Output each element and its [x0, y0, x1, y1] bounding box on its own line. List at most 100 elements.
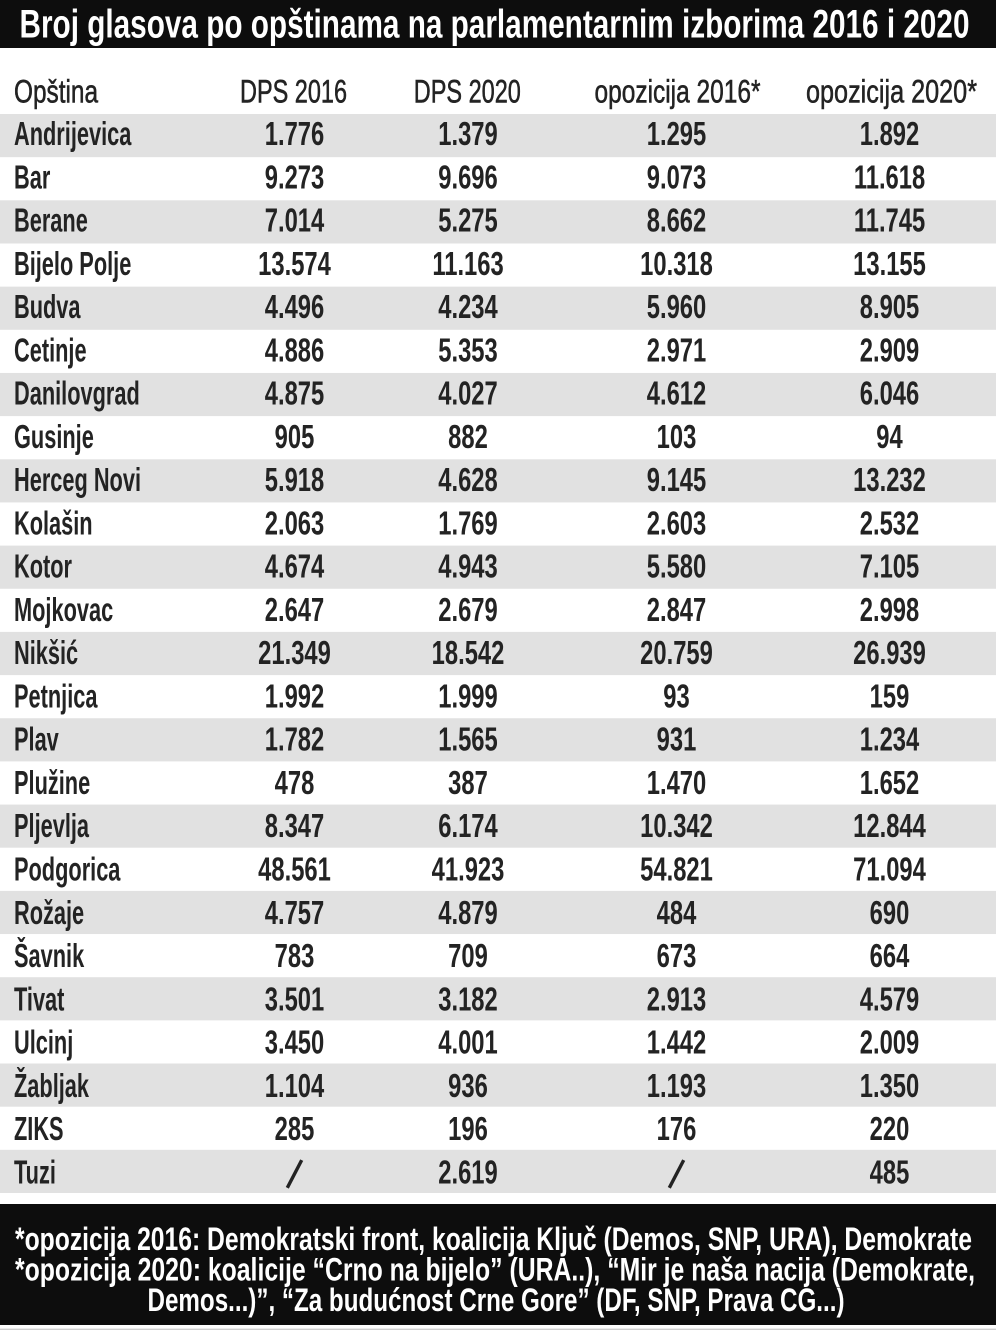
- svg-text:DPS 2016: DPS 2016: [240, 73, 347, 109]
- svg-text:4.027: 4.027: [438, 376, 497, 413]
- svg-text:Ulcinj: Ulcinj: [14, 1024, 73, 1061]
- svg-text:opozicija 2016*: opozicija 2016*: [595, 73, 761, 109]
- svg-text:2.913: 2.913: [647, 982, 706, 1019]
- svg-text:Danilovgrad: Danilovgrad: [14, 375, 140, 412]
- svg-text:Podgorica: Podgorica: [14, 851, 121, 888]
- svg-text:Demos...)”, “Za budućnost Crne: Demos...)”, “Za budućnost Crne Gore” (DF…: [148, 1282, 845, 1318]
- svg-text:478: 478: [275, 765, 315, 802]
- svg-text:Žabljak: Žabljak: [14, 1067, 89, 1104]
- svg-text:484: 484: [657, 895, 697, 932]
- svg-text:2.971: 2.971: [647, 333, 706, 370]
- svg-text:ZIKS: ZIKS: [14, 1111, 64, 1148]
- svg-text:2.679: 2.679: [438, 592, 497, 629]
- svg-text:Opština: Opština: [14, 73, 98, 109]
- svg-text:4.674: 4.674: [265, 549, 324, 586]
- svg-text:71.094: 71.094: [853, 852, 926, 889]
- svg-text:11.618: 11.618: [854, 160, 925, 197]
- svg-text:709: 709: [448, 938, 488, 975]
- svg-text:1.782: 1.782: [265, 722, 324, 759]
- svg-text:882: 882: [448, 419, 488, 456]
- svg-text:2.619: 2.619: [438, 1155, 497, 1192]
- svg-text:Herceg Novi: Herceg Novi: [14, 462, 141, 499]
- svg-text:Bar: Bar: [14, 159, 50, 196]
- svg-text:4.234: 4.234: [438, 289, 497, 326]
- svg-text:10.342: 10.342: [640, 809, 713, 846]
- svg-text:Broj glasova po opštinama na p: Broj glasova po opštinama na parlamentar…: [20, 3, 970, 47]
- svg-text:936: 936: [448, 1068, 488, 1105]
- svg-text:4.943: 4.943: [438, 549, 497, 586]
- svg-text:1.992: 1.992: [265, 679, 324, 716]
- svg-text:3.450: 3.450: [265, 1025, 324, 1062]
- svg-text:Berane: Berane: [14, 202, 88, 239]
- svg-text:9.273: 9.273: [265, 160, 324, 197]
- svg-text:12.844: 12.844: [853, 809, 926, 846]
- svg-text:94: 94: [876, 419, 902, 456]
- svg-text:20.759: 20.759: [640, 635, 713, 672]
- svg-text:Tuzi: Tuzi: [14, 1154, 56, 1191]
- svg-text:2.909: 2.909: [860, 333, 919, 370]
- svg-text:8.662: 8.662: [647, 203, 706, 240]
- svg-text:8.347: 8.347: [265, 809, 324, 846]
- svg-text:*opozicija 2016: Demokratski f: *opozicija 2016: Demokratski front, koal…: [15, 1221, 972, 1257]
- svg-text:1.892: 1.892: [860, 116, 919, 153]
- svg-text:1.442: 1.442: [647, 1025, 706, 1062]
- svg-text:54.821: 54.821: [640, 852, 713, 889]
- svg-text:2.532: 2.532: [860, 506, 919, 543]
- svg-text:931: 931: [657, 722, 697, 759]
- svg-text:Tivat: Tivat: [14, 981, 64, 1018]
- svg-text:*opozicija 2020: koalicije “Cr: *opozicija 2020: koalicije “Crno na bije…: [15, 1252, 975, 1288]
- svg-text:6.174: 6.174: [438, 809, 497, 846]
- svg-text:9.145: 9.145: [647, 462, 706, 499]
- svg-text:DPS 2020: DPS 2020: [414, 73, 521, 109]
- svg-text:690: 690: [870, 895, 910, 932]
- svg-text:4.612: 4.612: [647, 376, 706, 413]
- svg-text:Bijelo Polje: Bijelo Polje: [14, 245, 131, 282]
- svg-text:159: 159: [870, 679, 910, 716]
- svg-text:1.776: 1.776: [265, 116, 324, 153]
- svg-text:41.923: 41.923: [432, 852, 505, 889]
- svg-text:664: 664: [870, 938, 910, 975]
- svg-text:Cetinje: Cetinje: [14, 332, 87, 369]
- svg-text:1.193: 1.193: [647, 1068, 706, 1105]
- svg-text:11.163: 11.163: [432, 246, 503, 283]
- svg-text:3.182: 3.182: [438, 982, 497, 1019]
- svg-text:176: 176: [657, 1111, 697, 1148]
- svg-text:2.063: 2.063: [265, 506, 324, 543]
- svg-text:1.652: 1.652: [860, 765, 919, 802]
- svg-text:1.565: 1.565: [438, 722, 497, 759]
- svg-text:10.318: 10.318: [640, 246, 713, 283]
- svg-text:387: 387: [448, 765, 488, 802]
- svg-text:13.232: 13.232: [853, 462, 926, 499]
- svg-text:485: 485: [870, 1155, 910, 1192]
- svg-text:5.918: 5.918: [265, 462, 324, 499]
- svg-text:Kolašin: Kolašin: [14, 505, 93, 542]
- svg-text:Šavnik: Šavnik: [14, 936, 85, 974]
- svg-text:9.073: 9.073: [647, 160, 706, 197]
- svg-text:opozicija 2020*: opozicija 2020*: [806, 73, 977, 109]
- svg-text:8.905: 8.905: [860, 289, 919, 326]
- svg-text:Petnjica: Petnjica: [14, 678, 98, 715]
- svg-text:Gusinje: Gusinje: [14, 418, 94, 455]
- svg-text:905: 905: [275, 419, 315, 456]
- svg-text:2.603: 2.603: [647, 506, 706, 543]
- svg-text:Plav: Plav: [14, 721, 59, 758]
- svg-text:3.501: 3.501: [265, 982, 324, 1019]
- svg-text:2.998: 2.998: [860, 592, 919, 629]
- svg-text:783: 783: [275, 938, 315, 975]
- svg-text:673: 673: [657, 938, 697, 975]
- svg-text:5.353: 5.353: [438, 333, 497, 370]
- svg-text:1.769: 1.769: [438, 506, 497, 543]
- svg-text:Andrijevica: Andrijevica: [14, 115, 132, 152]
- svg-text:2.847: 2.847: [647, 592, 706, 629]
- svg-text:4.628: 4.628: [438, 462, 497, 499]
- svg-text:285: 285: [275, 1111, 315, 1148]
- svg-text:Rožaje: Rožaje: [14, 894, 84, 931]
- svg-text:1.470: 1.470: [647, 765, 706, 802]
- svg-text:93: 93: [663, 679, 689, 716]
- svg-text:Budva: Budva: [14, 289, 81, 326]
- svg-text:48.561: 48.561: [258, 852, 331, 889]
- svg-text:9.696: 9.696: [438, 160, 497, 197]
- svg-text:11.745: 11.745: [854, 203, 925, 240]
- svg-text:5.960: 5.960: [647, 289, 706, 326]
- svg-text:6.046: 6.046: [860, 376, 919, 413]
